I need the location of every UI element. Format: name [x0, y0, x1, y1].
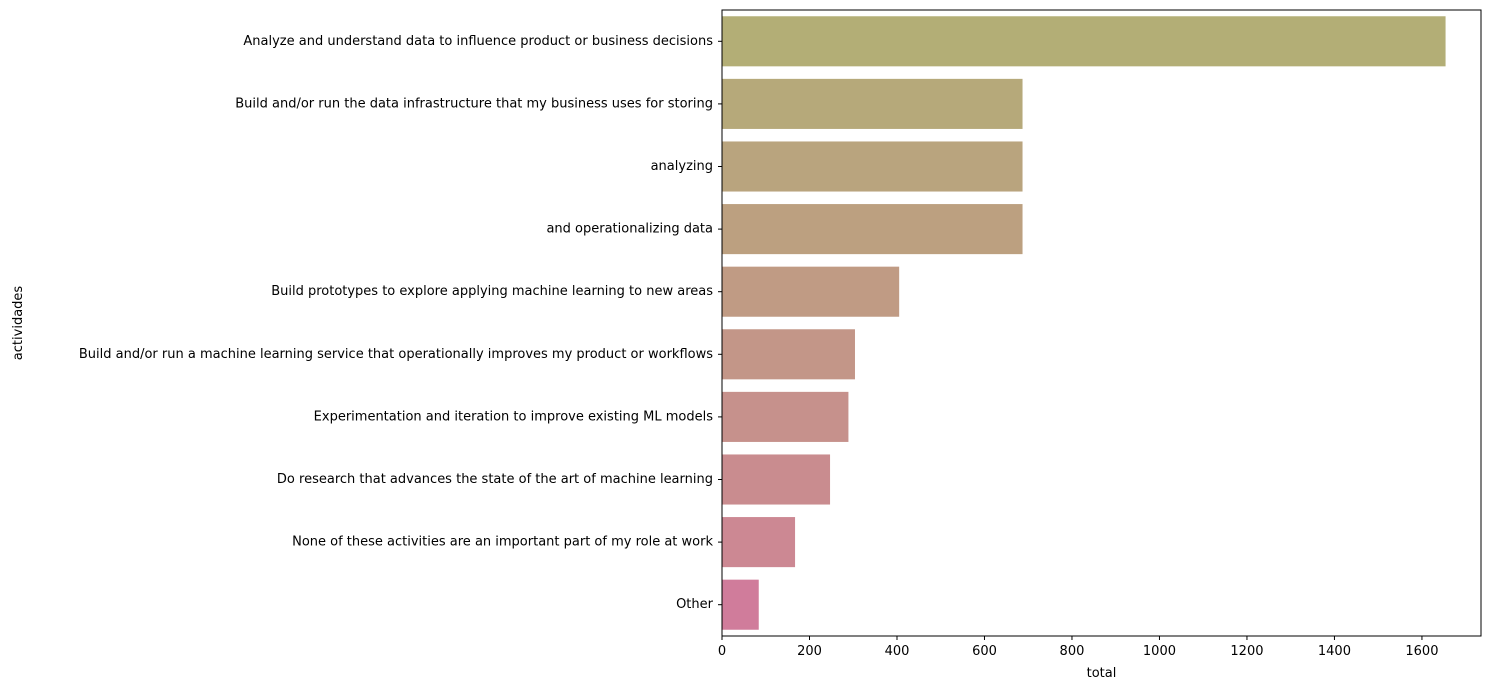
y-tick-label: None of these activities are an importan…	[292, 535, 713, 550]
x-tick-label: 0	[718, 644, 726, 659]
bar	[722, 141, 1023, 192]
x-tick-label: 800	[1060, 644, 1085, 659]
y-tick-label: Do research that advances the state of t…	[277, 472, 713, 487]
bars-group	[722, 16, 1446, 630]
y-axis: Analyze and understand data to influence…	[79, 34, 722, 612]
x-axis-title: total	[1087, 666, 1117, 681]
x-axis: 0 200 400 600 800 1000 1200 1400 1600	[718, 636, 1438, 659]
y-tick-label: Other	[676, 597, 714, 612]
x-tick-label: 1200	[1230, 644, 1263, 659]
x-tick-label: 600	[972, 644, 997, 659]
bar	[722, 78, 1023, 129]
bar	[722, 454, 831, 505]
bar	[722, 517, 796, 568]
bar	[722, 16, 1446, 67]
x-tick-label: 200	[797, 644, 822, 659]
plot-frame	[721, 9, 1482, 637]
y-tick-label: Build prototypes to explore applying mac…	[271, 284, 713, 299]
x-tick-label: 400	[885, 644, 910, 659]
y-tick-label: Experimentation and iteration to improve…	[314, 409, 714, 424]
bar	[722, 266, 900, 317]
y-tick-label: Build and/or run a machine learning serv…	[79, 347, 713, 362]
x-tick-label: 1600	[1405, 644, 1438, 659]
y-axis-title: actividades	[11, 286, 26, 361]
y-tick-label: analyzing	[651, 159, 713, 174]
y-tick-label: Analyze and understand data to influence…	[243, 34, 713, 49]
bar	[722, 204, 1023, 255]
y-tick-label: and operationalizing data	[546, 222, 713, 237]
bar	[722, 579, 759, 630]
bar	[722, 329, 855, 380]
x-tick-label: 1400	[1318, 644, 1351, 659]
bar	[722, 391, 849, 442]
y-tick-label: Build and/or run the data infrastructure…	[235, 96, 713, 111]
x-tick-label: 1000	[1143, 644, 1176, 659]
